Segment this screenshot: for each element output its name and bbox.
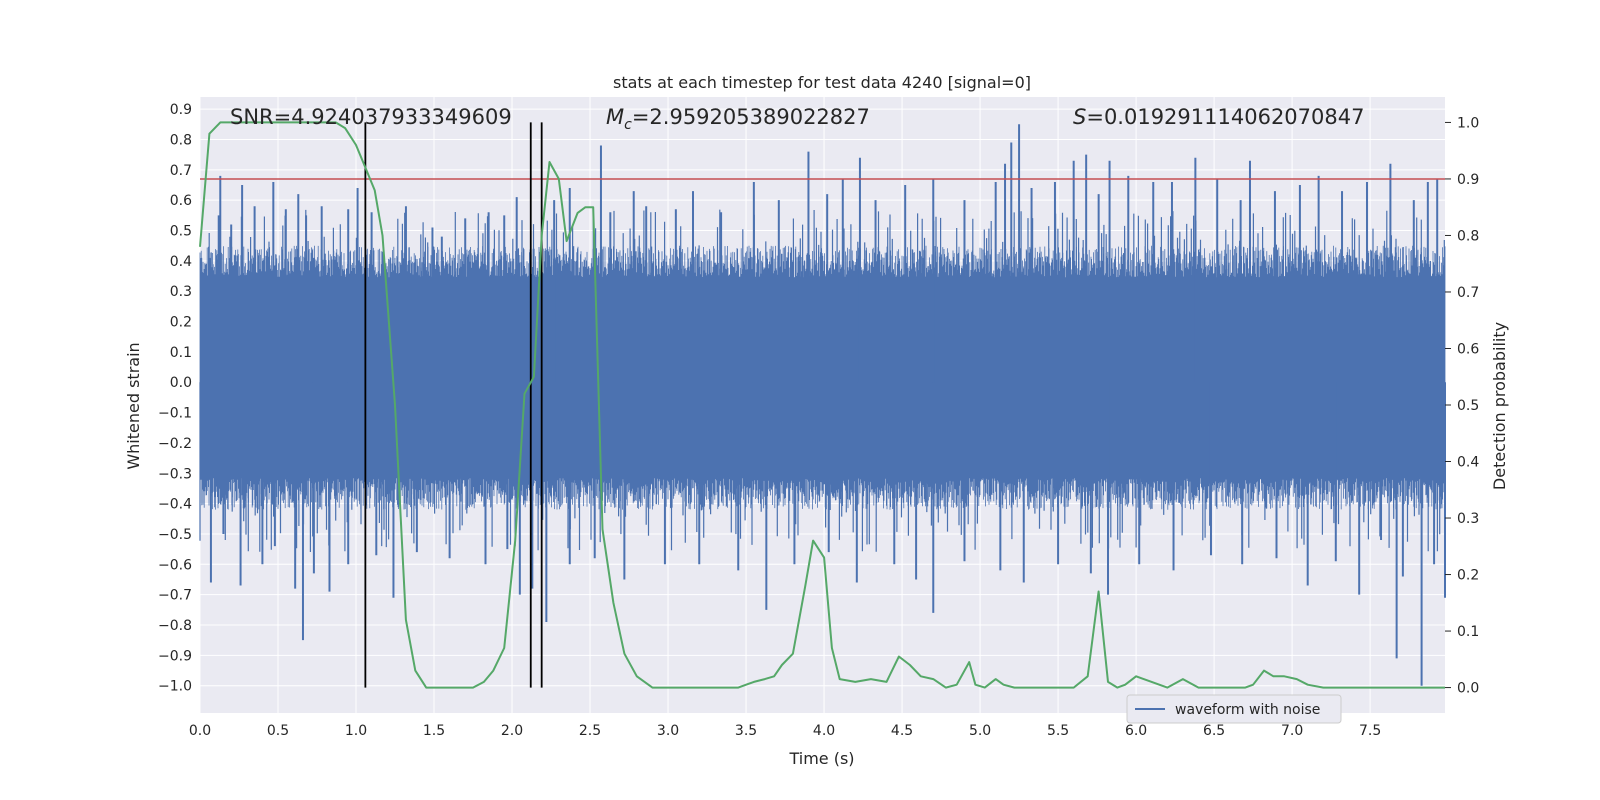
chirp-mass-value: =2.959205389022827 xyxy=(632,105,870,129)
y-right-tick-label: 0.5 xyxy=(1457,398,1479,414)
y-right-tick-label: 0.6 xyxy=(1457,341,1479,357)
y-tick-label: −0.1 xyxy=(158,406,192,422)
y-right-tick-label: 0.0 xyxy=(1457,681,1479,697)
x-tick-label: 1.0 xyxy=(345,723,367,739)
y-tick-label: 0.3 xyxy=(170,284,192,300)
legend-label: waveform with noise xyxy=(1175,702,1320,718)
x-tick-label: 4.0 xyxy=(813,723,835,739)
x-tick-label: 7.5 xyxy=(1359,723,1381,739)
y-tick-label: −0.2 xyxy=(158,436,192,452)
y-right-tick-label: 0.9 xyxy=(1457,172,1479,188)
x-tick-label: 5.0 xyxy=(969,723,991,739)
legend: waveform with noise xyxy=(1126,694,1342,724)
snr-annotation: SNR=4.924037933349609 xyxy=(230,105,512,129)
x-axis-label: Time (s) xyxy=(788,749,854,768)
y-tick-label: −0.4 xyxy=(158,497,192,513)
x-tick-label: 5.5 xyxy=(1047,723,1069,739)
chirp-mass-subscript: c xyxy=(624,117,632,133)
probability-layer xyxy=(199,121,1445,689)
y-tick-label: −0.3 xyxy=(158,466,192,482)
x-tick-label: 2.0 xyxy=(501,723,523,739)
s-annotation: S=0.019291114062070847 xyxy=(1073,105,1364,129)
s-symbol: S xyxy=(1073,105,1086,129)
y-tick-label: −0.5 xyxy=(158,527,192,543)
waveform-layer xyxy=(199,124,1446,686)
y-tick-label: −0.9 xyxy=(158,648,192,664)
y-axis-label: Whitened strain xyxy=(124,342,143,469)
y-right-tick-labels: 1.0 0.9 0.8 0.7 0.6 0.5 0.4 0.3 0.2 0.1 0.0 xyxy=(1445,115,1479,697)
y-right-tick-label: 0.8 xyxy=(1457,228,1479,244)
y-tick-label: 0.0 xyxy=(170,375,192,391)
y-right-tick-label: 0.7 xyxy=(1457,285,1479,301)
y-tick-labels: 0.9 0.8 0.7 0.6 0.5 0.4 0.3 0.2 0.1 0.0 −0.1 −0.2 −0… xyxy=(158,102,192,695)
y-tick-label: 0.8 xyxy=(170,132,192,148)
y-tick-label: −0.8 xyxy=(158,618,192,634)
s-value: =0.019291114062070847 xyxy=(1086,105,1364,129)
y-tick-label: 0.7 xyxy=(170,163,192,179)
x-tick-label: 6.5 xyxy=(1203,723,1225,739)
y-tick-label: −0.7 xyxy=(158,588,192,604)
y-tick-label: 0.4 xyxy=(170,254,192,270)
chirp-mass-annotation: Mc=2.959205389022827 xyxy=(606,105,870,133)
y-right-tick-label: 1.0 xyxy=(1457,115,1479,131)
y-tick-label: 0.9 xyxy=(170,102,192,118)
chirp-mass-symbol: M xyxy=(606,105,624,129)
x-tick-label: 4.5 xyxy=(891,723,913,739)
x-tick-label: 3.5 xyxy=(735,723,757,739)
probability-line xyxy=(199,121,1445,689)
legend-box xyxy=(1126,694,1342,724)
y-right-tick-label: 0.3 xyxy=(1457,511,1479,527)
y-right-axis-label: Detection probability xyxy=(1490,322,1509,490)
y-right-tick-label: 0.1 xyxy=(1457,624,1479,640)
y-tick-label: 0.6 xyxy=(170,193,192,209)
x-tick-labels: 0.0 0.5 1.0 1.5 2.0 2.5 3.0 3.5 4.0 4.5 5.0 5.5 6.0 6… xyxy=(189,723,1381,739)
x-tick-label: 0.0 xyxy=(189,723,211,739)
chart-title: stats at each timestep for test data 424… xyxy=(613,73,1031,92)
x-tick-label: 2.5 xyxy=(579,723,601,739)
x-tick-label: 6.0 xyxy=(1125,723,1147,739)
y-tick-label: 0.1 xyxy=(170,345,192,361)
x-tick-label: 7.0 xyxy=(1281,723,1303,739)
y-right-tick-label: 0.2 xyxy=(1457,568,1479,584)
x-tick-label: 0.5 xyxy=(267,723,289,739)
x-tick-label: 1.5 xyxy=(423,723,445,739)
y-right-tick-label: 0.4 xyxy=(1457,455,1479,471)
y-tick-label: 0.5 xyxy=(170,224,192,240)
x-tick-label: 3.0 xyxy=(657,723,679,739)
y-tick-label: −1.0 xyxy=(158,679,192,695)
y-tick-label: −0.6 xyxy=(158,557,192,573)
y-tick-label: 0.2 xyxy=(170,315,192,331)
